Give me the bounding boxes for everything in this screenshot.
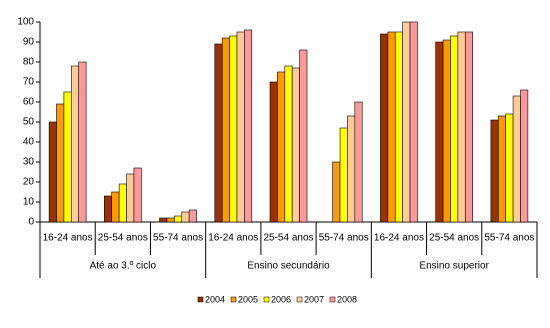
y-tick-label: 90 xyxy=(23,37,35,48)
bar xyxy=(299,49,308,223)
y-tick-label: 70 xyxy=(23,77,35,88)
bar xyxy=(118,183,127,223)
bar xyxy=(402,21,411,223)
x-tick-label: 55-74 anos xyxy=(319,233,369,244)
bar xyxy=(56,103,65,223)
bar xyxy=(78,61,87,223)
x-tick-label: 16-24 anos xyxy=(208,233,258,244)
x-tick-label: 25-54 anos xyxy=(263,233,313,244)
bar xyxy=(450,35,459,223)
bar xyxy=(339,127,348,223)
bar xyxy=(229,35,238,223)
bar xyxy=(291,67,300,223)
legend-label: 2005 xyxy=(238,294,258,304)
bar xyxy=(269,81,278,223)
bar xyxy=(354,101,363,223)
bar xyxy=(490,119,499,223)
bar xyxy=(126,173,135,223)
legend-swatch xyxy=(296,296,303,303)
legend-label: 2007 xyxy=(304,294,324,304)
y-tick-label: 60 xyxy=(23,97,35,108)
bar xyxy=(63,91,72,223)
group-label: Até ao 3.º ciclo xyxy=(90,261,157,272)
bar xyxy=(347,115,356,223)
bar xyxy=(394,31,403,223)
y-tick-label: 50 xyxy=(23,117,35,128)
legend-swatch xyxy=(197,296,204,303)
bar xyxy=(409,21,418,223)
bar xyxy=(104,195,113,223)
bar xyxy=(133,167,142,223)
bar xyxy=(505,113,514,223)
bar xyxy=(166,217,175,223)
y-tick-label: 20 xyxy=(23,177,35,188)
legend-swatch xyxy=(329,296,336,303)
bar xyxy=(221,37,230,223)
legend-swatch xyxy=(230,296,237,303)
y-tick-label: 100 xyxy=(17,17,34,28)
bar xyxy=(214,43,223,223)
bar xyxy=(497,115,506,223)
group-label: Ensino secundário xyxy=(247,261,330,272)
x-tick-label: 16-24 anos xyxy=(43,233,93,244)
bar xyxy=(284,65,293,223)
legend-label: 2006 xyxy=(271,294,291,304)
y-tick-label: 10 xyxy=(23,197,35,208)
x-tick-label: 25-54 anos xyxy=(429,233,479,244)
bar xyxy=(387,31,396,223)
bar xyxy=(332,161,341,223)
x-tick-label: 55-74 anos xyxy=(153,233,203,244)
bar xyxy=(48,121,57,223)
x-tick-label: 16-24 anos xyxy=(374,233,424,244)
legend-label: 2008 xyxy=(337,294,357,304)
y-tick-label: 80 xyxy=(23,57,35,68)
bar xyxy=(236,31,245,223)
bar xyxy=(111,191,120,223)
x-tick-label: 55-74 anos xyxy=(484,233,534,244)
bar xyxy=(277,71,286,223)
legend-swatch xyxy=(263,296,270,303)
bar xyxy=(520,89,529,223)
bar xyxy=(442,39,451,223)
x-tick-label: 25-54 anos xyxy=(98,233,148,244)
y-tick-label: 30 xyxy=(23,157,35,168)
bar xyxy=(174,215,183,223)
bar xyxy=(512,95,521,223)
bar xyxy=(159,217,168,223)
y-tick-label: 0 xyxy=(28,217,34,228)
bar xyxy=(71,65,80,223)
bar xyxy=(457,31,466,223)
bar xyxy=(181,211,190,223)
y-tick-label: 40 xyxy=(23,137,35,148)
bar xyxy=(380,33,389,223)
legend-label: 2004 xyxy=(205,294,225,304)
bar xyxy=(435,41,444,223)
bar xyxy=(464,31,473,223)
group-label: Ensino superior xyxy=(419,261,489,272)
bar xyxy=(188,209,197,223)
bar xyxy=(244,29,253,223)
